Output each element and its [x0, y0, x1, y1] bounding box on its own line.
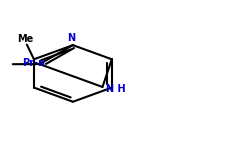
Text: Me: Me: [17, 34, 34, 44]
Text: N H: N H: [106, 84, 126, 93]
Text: N: N: [67, 33, 75, 43]
Text: Pr-n: Pr-n: [22, 58, 45, 68]
